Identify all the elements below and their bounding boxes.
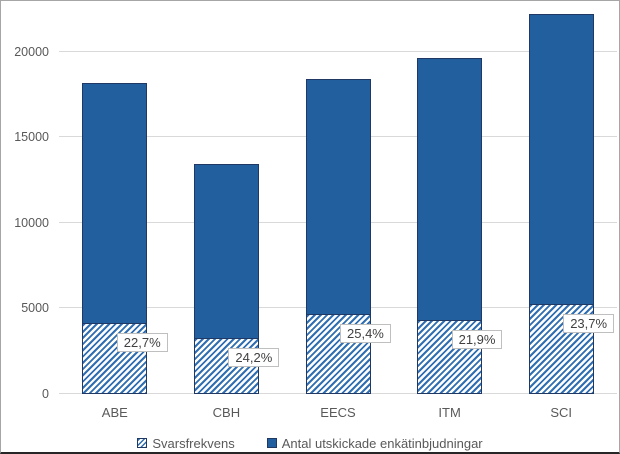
y-tick-label: 20000 (14, 44, 49, 59)
data-label-abe: 22,7% (116, 333, 168, 353)
legend-item-solid: Antal utskickade enkätinbjudningar (266, 435, 483, 451)
legend: Svarsfrekvens Antal utskickade enkätinbju… (1, 434, 619, 452)
legend-label: Svarsfrekvens (152, 435, 235, 451)
legend-swatch-hatched-icon (137, 438, 148, 448)
legend-label: Antal utskickade enkätinbjudningar (281, 435, 483, 451)
y-tick-label: 0 (42, 387, 49, 401)
plot-area: 22,7% 24,2% 25,4% 21,9% 23,7% (59, 9, 617, 394)
data-label-cbh: 24,2% (228, 348, 280, 368)
gridline-20000 (59, 50, 617, 52)
legend-swatch-solid-icon (266, 438, 277, 448)
y-tick-label: 5000 (21, 301, 49, 316)
x-category-label-eecs: EECS (320, 405, 356, 420)
x-category-label-itm: ITM (438, 405, 461, 420)
x-category-label-sci: SCI (550, 405, 573, 420)
y-tick-label: 10000 (14, 215, 49, 230)
data-label-itm: 21,9% (451, 330, 503, 350)
x-category-label-cbh: CBH (212, 405, 241, 420)
y-tick-label: 15000 (14, 130, 49, 145)
legend-item-hatched: Svarsfrekvens (137, 435, 235, 451)
data-label-sci: 23,7% (563, 313, 615, 333)
x-category-label-abe: ABE (101, 405, 128, 420)
data-label-eecs: 25,4% (340, 324, 391, 343)
